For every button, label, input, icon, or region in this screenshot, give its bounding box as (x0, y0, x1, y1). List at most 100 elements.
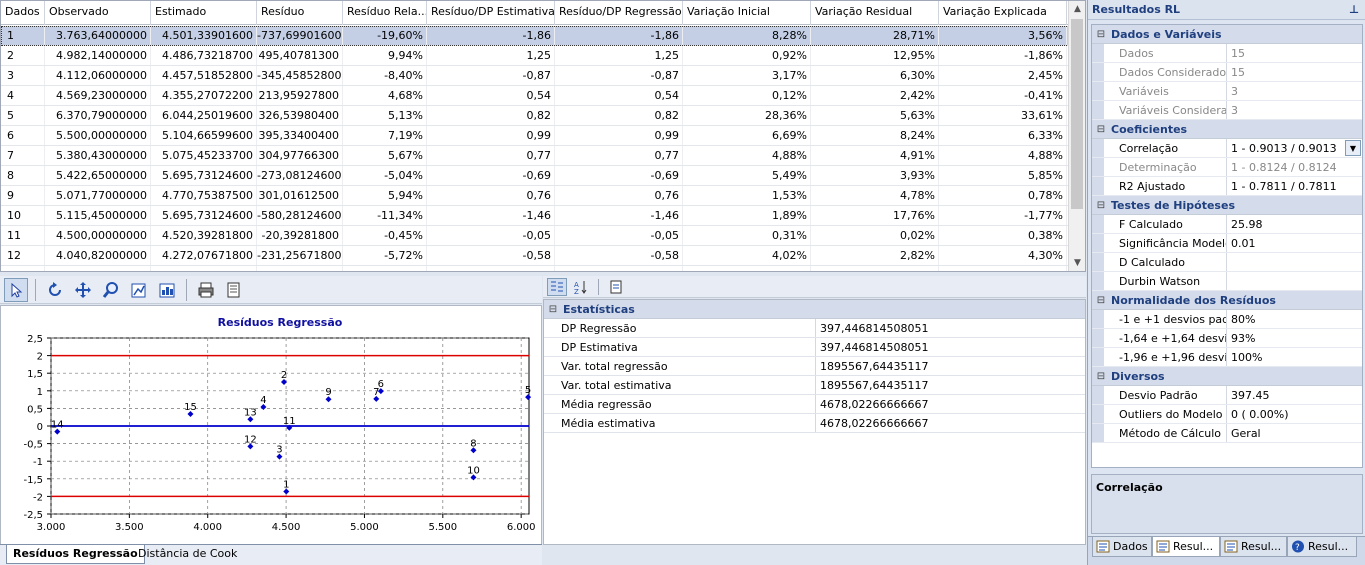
table-cell[interactable]: -1,86 (555, 26, 683, 45)
property-row[interactable]: Variáveis Consideradas 3 (1092, 101, 1362, 120)
table-row[interactable]: 9 5.071,77000000 4.770,75387500 301,0161250… (1, 186, 1069, 206)
table-row[interactable]: 7 5.380,43000000 5.075,45233700 304,9776630… (1, 146, 1069, 166)
property-value[interactable]: 80% (1231, 313, 1256, 326)
table-cell[interactable]: 4.346,04000000 (45, 266, 151, 271)
column-header[interactable]: Resíduo/DP Estimativa (427, 1, 555, 25)
table-cell[interactable]: 4.112,06000000 (45, 66, 151, 85)
property-value[interactable]: 397.45 (1231, 389, 1270, 402)
table-row[interactable]: 134.346,040000004.272,0767180074,9632820… (1, 266, 1069, 271)
collapse-icon[interactable]: ⊟ (1096, 123, 1106, 135)
table-cell[interactable]: 4.501,33901600 (151, 26, 257, 45)
property-value[interactable]: 100% (1231, 351, 1263, 364)
column-header[interactable]: Variação Explicada (939, 1, 1067, 25)
table-cell[interactable]: 0,38% (939, 226, 1067, 245)
table-cell[interactable]: -19,60% (343, 26, 427, 45)
table-cell[interactable]: 4.569,23000000 (45, 86, 151, 105)
table-cell[interactable]: -0,87 (555, 66, 683, 85)
property-value[interactable]: 25.98 (1231, 218, 1263, 231)
table-cell[interactable]: 5,49% (683, 166, 811, 185)
table-cell[interactable]: 1,53% (683, 186, 811, 205)
table-cell[interactable]: 0,76 (555, 186, 683, 205)
scroll-up-arrow-icon[interactable]: ▲ (1074, 4, 1081, 14)
table-cell[interactable]: 13 (1, 266, 45, 271)
property-row[interactable]: Dados Considerados 15 (1092, 63, 1362, 82)
table-cell[interactable]: 5 (1, 106, 45, 125)
table-cell[interactable]: 1,00% (683, 266, 811, 271)
collapse-icon[interactable]: ⊟ (1096, 370, 1106, 382)
table-cell[interactable]: 0,54 (427, 86, 555, 105)
property-row[interactable]: -1,64 e +1,64 desvios p 93% (1092, 329, 1362, 348)
table-cell[interactable]: -0,05 (427, 226, 555, 245)
table-cell[interactable]: 6,69% (683, 126, 811, 145)
table-cell[interactable]: 495,40781300 (257, 46, 343, 65)
table-cell[interactable]: 0,82 (427, 106, 555, 125)
category-4[interactable]: ⊟ Diversos (1092, 367, 1362, 386)
column-header[interactable]: Estimado (151, 1, 257, 25)
table-cell[interactable]: 304,97766300 (257, 146, 343, 165)
property-row[interactable]: Determinação 1 - 0.8124 / 0.8124 (1092, 158, 1362, 177)
table-cell[interactable]: -0,58 (427, 246, 555, 265)
table-cell[interactable]: -5,04% (343, 166, 427, 185)
table-cell[interactable]: 8 (1, 166, 45, 185)
property-value[interactable] (1227, 253, 1362, 271)
statistic-row[interactable]: DP Regressão 397,446814508051 (544, 319, 1085, 338)
table-cell[interactable]: 5.695,73124600 (151, 206, 257, 225)
table-cell[interactable]: 2,45% (939, 66, 1067, 85)
table-cell[interactable]: 28,36% (683, 106, 811, 125)
table-cell[interactable]: 12 (1, 246, 45, 265)
residuals-scatter-chart[interactable]: Resíduos Regressão 2,5 2 1,5 1 0,5 0 -0,5 -1 -1,5… (1, 306, 541, 544)
property-value[interactable]: 15 (1231, 66, 1245, 79)
statistic-row[interactable]: Média regressão 4678,02266666667 (544, 395, 1085, 414)
table-cell[interactable]: 4,88% (939, 146, 1067, 165)
table-cell[interactable]: 0,02% (811, 226, 939, 245)
table-cell[interactable]: 5,63% (811, 106, 939, 125)
property-value[interactable]: 0 ( 0.00%) (1231, 408, 1289, 421)
table-cell[interactable]: 4.457,51852800 (151, 66, 257, 85)
property-row[interactable]: Método de Cálculo Geral (1092, 424, 1362, 443)
collapse-icon[interactable]: ⊟ (1096, 28, 1106, 40)
table-cell[interactable]: 0,19 (555, 266, 683, 271)
collapse-icon[interactable]: ⊟ (548, 303, 558, 315)
table-cell[interactable]: -0,58 (555, 246, 683, 265)
table-cell[interactable]: 6.370,79000000 (45, 106, 151, 125)
table-row[interactable]: 3 4.112,06000000 4.457,51852800 -345,458528… (1, 66, 1069, 86)
table-cell[interactable]: 0,76 (427, 186, 555, 205)
table-cell[interactable]: 0,19 (427, 266, 555, 271)
table-cell[interactable]: 4,68% (343, 86, 427, 105)
table-cell[interactable]: 5.071,77000000 (45, 186, 151, 205)
zoom-icon[interactable] (99, 278, 123, 302)
property-row[interactable]: R2 Ajustado 1 - 0.7811 / 0.7811 (1092, 177, 1362, 196)
table-cell[interactable]: 5,85% (939, 166, 1067, 185)
statistic-value[interactable]: 1895567,64435117 (820, 379, 929, 392)
table-cell[interactable]: -737,69901600 (257, 26, 343, 45)
property-value[interactable]: 1 - 0.7811 / 0.7811 (1231, 180, 1337, 193)
print-icon[interactable] (194, 278, 218, 302)
table-row[interactable]: 8 5.422,65000000 5.695,73124600 -273,081246… (1, 166, 1069, 186)
column-header[interactable]: Resíduo/DP Regressão (555, 1, 683, 25)
table-cell[interactable]: -1,46 (555, 206, 683, 225)
results-tab-0[interactable]: Dados (1092, 537, 1152, 557)
table-cell[interactable]: -20,39281800 (257, 226, 343, 245)
column-header[interactable]: Resíduo Rela... (343, 1, 427, 25)
table-cell[interactable]: -231,25671800 (257, 246, 343, 265)
property-row[interactable]: Dados 15 (1092, 44, 1362, 63)
table-cell[interactable]: -11,34% (343, 206, 427, 225)
table-cell[interactable]: -1,86 (427, 26, 555, 45)
tab-distancia-de-cook[interactable]: Distância de Cook (138, 547, 238, 560)
table-cell[interactable]: -8,40% (343, 66, 427, 85)
table-cell[interactable]: 2,42% (811, 86, 939, 105)
table-row[interactable]: 2 4.982,14000000 4.486,73218700 495,4078130… (1, 46, 1069, 66)
statistic-value[interactable]: 1895567,64435117 (820, 360, 929, 373)
table-row[interactable]: 5 6.370,79000000 6.044,25019600 326,5398040… (1, 106, 1069, 126)
property-value[interactable]: 0.01 (1231, 237, 1256, 250)
scroll-down-arrow-icon[interactable]: ▼ (1074, 258, 1081, 268)
property-value[interactable]: 1 - 0.9013 / 0.9013 (1231, 142, 1337, 155)
table-cell[interactable]: 0,54 (555, 86, 683, 105)
category-estatisticas[interactable]: ⊟ Estatísticas (544, 300, 1085, 319)
statistic-value[interactable]: 397,446814508051 (820, 341, 929, 354)
table-cell[interactable]: -273,08124600 (257, 166, 343, 185)
table-cell[interactable]: 4.355,27072200 (151, 86, 257, 105)
property-value[interactable]: Geral (1231, 427, 1261, 440)
table-cell[interactable]: 4 (1, 86, 45, 105)
results-property-grid[interactable]: ⊟ Dados e Variáveis Dados 15 Dados Considera… (1091, 24, 1363, 468)
